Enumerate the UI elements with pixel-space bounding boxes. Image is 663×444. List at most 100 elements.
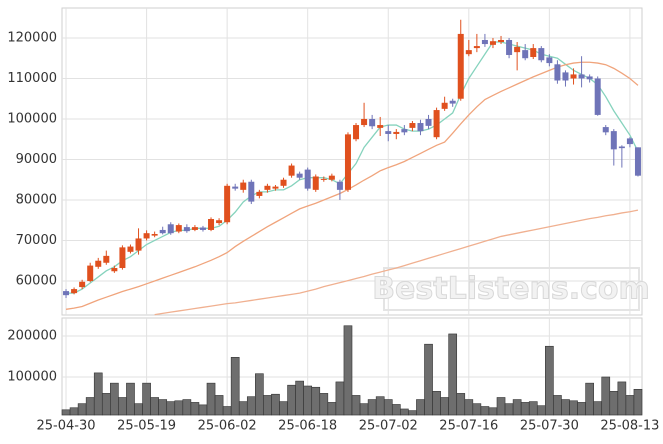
volume-bar: [134, 403, 143, 416]
volume-bar: [85, 397, 95, 416]
candle-body: [425, 118, 432, 126]
volume-bar: [182, 399, 192, 416]
volume-bar: [126, 382, 135, 416]
volume-bar: [327, 402, 337, 416]
candle-body: [562, 72, 569, 81]
candle-body: [481, 39, 488, 45]
volume-bar: [174, 400, 184, 416]
moving-average-line: [65, 61, 639, 310]
volume-bar: [263, 395, 272, 416]
candle-body: [159, 229, 166, 234]
candle-body: [489, 41, 496, 45]
volume-bar: [617, 381, 627, 416]
moving-average-line: [154, 209, 639, 316]
y-tick-label: 90000: [16, 152, 57, 167]
candle-body: [272, 186, 279, 189]
candle-body: [111, 268, 118, 272]
watermark: BestListens.com: [372, 272, 650, 307]
watermark-box: [383, 267, 640, 311]
volume-bar: [351, 395, 361, 416]
candle-body: [143, 233, 150, 239]
candle-body: [506, 39, 513, 55]
x-tick-label: 25-07-16: [439, 419, 498, 434]
y-tick-label: 60000: [16, 273, 57, 288]
candle-body: [546, 57, 553, 64]
candle-body: [618, 146, 625, 149]
candle-body: [441, 102, 448, 109]
candle-body: [288, 165, 295, 176]
candle-body: [473, 46, 480, 49]
candle-body: [208, 219, 215, 230]
x-tick-label: 25-07-02: [359, 419, 418, 434]
volume-bar: [118, 397, 127, 416]
candle-body: [199, 227, 206, 230]
candle-body: [594, 78, 601, 115]
x-tick-label: 25-07-30: [520, 419, 579, 434]
volume-bar: [61, 409, 71, 416]
candle-body: [135, 238, 142, 251]
candle-body: [449, 100, 456, 104]
candle-body: [602, 127, 609, 133]
candle-body: [610, 131, 617, 150]
candle-body: [538, 48, 545, 61]
candle-body: [248, 181, 255, 202]
volume-bar: [150, 397, 159, 416]
volume-bar: [601, 376, 611, 416]
volume-bar: [279, 401, 288, 416]
candle-body: [79, 281, 86, 288]
candle-body: [151, 233, 158, 236]
candle-body: [95, 260, 102, 267]
volume-bar: [504, 403, 514, 416]
y-tick-label: 120000: [7, 30, 57, 45]
volume-bar: [230, 357, 240, 416]
candle-body: [353, 125, 360, 140]
candle-body: [514, 46, 521, 53]
candle-body: [393, 131, 400, 134]
volume-bar: [110, 382, 119, 416]
candle-body: [578, 74, 585, 79]
candle-body: [465, 50, 472, 55]
candle-body: [498, 39, 505, 43]
candle-body: [433, 110, 440, 138]
volume-bar: [480, 406, 490, 416]
volume-bar: [512, 399, 522, 416]
volume-bar: [496, 397, 506, 416]
candle-body: [71, 289, 78, 294]
volume-bar: [424, 343, 433, 416]
volume-bar: [400, 408, 409, 416]
candle-body: [457, 33, 464, 99]
volume-bar: [448, 333, 458, 416]
candle-body: [167, 224, 174, 234]
volume-bar: [255, 373, 264, 416]
volume-bar: [545, 345, 554, 416]
volume-bar: [488, 407, 498, 416]
x-tick-label: 25-05-19: [117, 419, 176, 434]
volume-bar: [295, 380, 304, 416]
volume-bar: [246, 396, 256, 416]
candle-body: [256, 191, 263, 196]
candle-body: [634, 147, 641, 176]
volume-bar: [335, 381, 345, 416]
volume-bar: [319, 393, 329, 416]
volume-bar: [432, 391, 441, 416]
candle-body: [369, 118, 376, 127]
volume-bar: [408, 410, 417, 416]
candle-body: [119, 247, 126, 269]
volume-bar: [101, 393, 111, 416]
candle-body: [401, 129, 408, 133]
candle-body: [409, 123, 416, 128]
volume-bar: [536, 405, 546, 416]
candle-body: [328, 175, 335, 180]
volume-bar: [472, 403, 482, 416]
candle-body: [183, 227, 190, 232]
candle-body: [344, 134, 351, 190]
volume-bar: [303, 385, 313, 416]
volume-bar: [383, 399, 393, 416]
volume-bar: [585, 382, 594, 416]
volume-bar: [198, 404, 208, 416]
volume-bar: [569, 400, 578, 416]
candle-body: [103, 255, 110, 263]
volume-bar: [367, 399, 377, 416]
y-tick-label: 80000: [16, 192, 57, 207]
volume-bar: [528, 401, 538, 416]
